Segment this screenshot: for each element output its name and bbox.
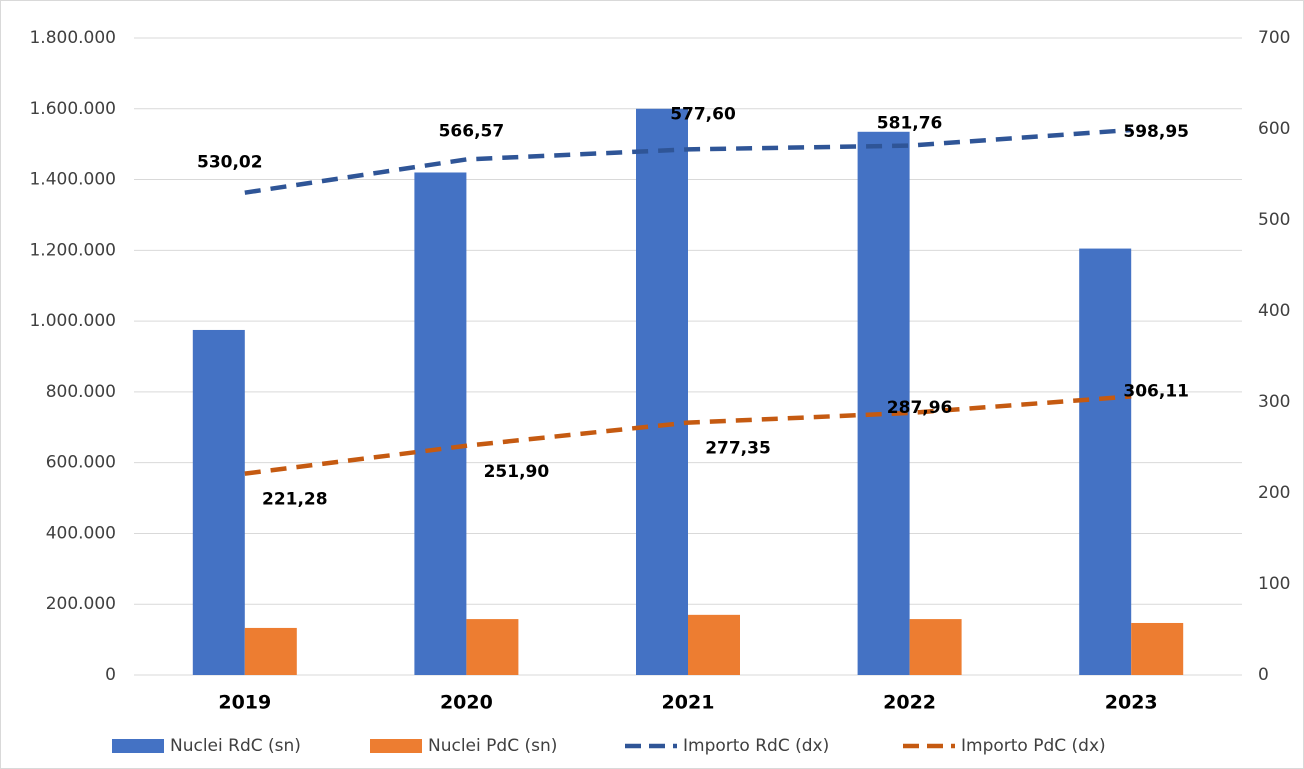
y2-tick-label: 400 bbox=[1258, 301, 1290, 321]
value-label: 581,76 bbox=[877, 114, 943, 134]
legend-label: Nuclei RdC (sn) bbox=[170, 736, 301, 756]
value-label: 306,11 bbox=[1123, 381, 1189, 401]
value-label: 251,90 bbox=[484, 462, 550, 482]
y-tick-label: 400.000 bbox=[46, 523, 116, 543]
y2-tick-label: 500 bbox=[1258, 210, 1290, 230]
x-tick-label: 2022 bbox=[883, 692, 936, 714]
y2-tick-label: 600 bbox=[1258, 119, 1290, 139]
y2-tick-label: 700 bbox=[1258, 28, 1290, 48]
line-series bbox=[244, 127, 1132, 195]
y-tick-label: 1.000.000 bbox=[29, 311, 116, 331]
bar bbox=[636, 108, 688, 676]
y-tick-label: 800.000 bbox=[46, 382, 116, 402]
y-tick-label: 1.600.000 bbox=[29, 99, 116, 119]
bar bbox=[1131, 622, 1184, 675]
legend-label: Importo PdC (dx) bbox=[961, 736, 1106, 756]
y-tick-label: 1.200.000 bbox=[29, 240, 116, 260]
value-label: 221,28 bbox=[262, 490, 328, 510]
y2-tick-label: 0 bbox=[1258, 665, 1269, 685]
bar bbox=[857, 131, 910, 676]
x-tick-label: 2020 bbox=[440, 692, 493, 714]
x-tick-label: 2019 bbox=[218, 692, 271, 714]
legend-swatch bbox=[112, 739, 164, 753]
x-tick-label: 2023 bbox=[1105, 692, 1158, 714]
bar bbox=[1079, 248, 1132, 675]
x-tick-label: 2021 bbox=[662, 692, 715, 714]
legend-swatch bbox=[370, 739, 422, 753]
legend-label: Nuclei PdC (sn) bbox=[428, 736, 557, 756]
value-label: 598,95 bbox=[1123, 122, 1189, 142]
bar bbox=[688, 614, 740, 675]
y-tick-label: 1.800.000 bbox=[29, 28, 116, 48]
bar bbox=[192, 329, 245, 675]
value-label: 530,02 bbox=[197, 153, 263, 173]
bar bbox=[244, 627, 297, 675]
y-tick-label: 200.000 bbox=[46, 594, 116, 614]
line-series bbox=[244, 394, 1132, 476]
y2-tick-label: 200 bbox=[1258, 483, 1290, 503]
bar bbox=[909, 619, 962, 675]
y2-tick-label: 300 bbox=[1258, 392, 1290, 412]
y2-tick-label: 100 bbox=[1258, 574, 1290, 594]
y-tick-label: 0 bbox=[105, 665, 116, 685]
y-tick-label: 1.400.000 bbox=[29, 170, 116, 190]
bar bbox=[466, 619, 519, 675]
value-label: 566,57 bbox=[439, 121, 505, 141]
value-label: 287,96 bbox=[887, 398, 953, 418]
y-tick-label: 600.000 bbox=[46, 453, 116, 473]
value-label: 277,35 bbox=[705, 439, 771, 459]
value-label: 577,60 bbox=[670, 104, 736, 124]
legend-label: Importo RdC (dx) bbox=[683, 736, 829, 756]
bar bbox=[414, 172, 467, 675]
